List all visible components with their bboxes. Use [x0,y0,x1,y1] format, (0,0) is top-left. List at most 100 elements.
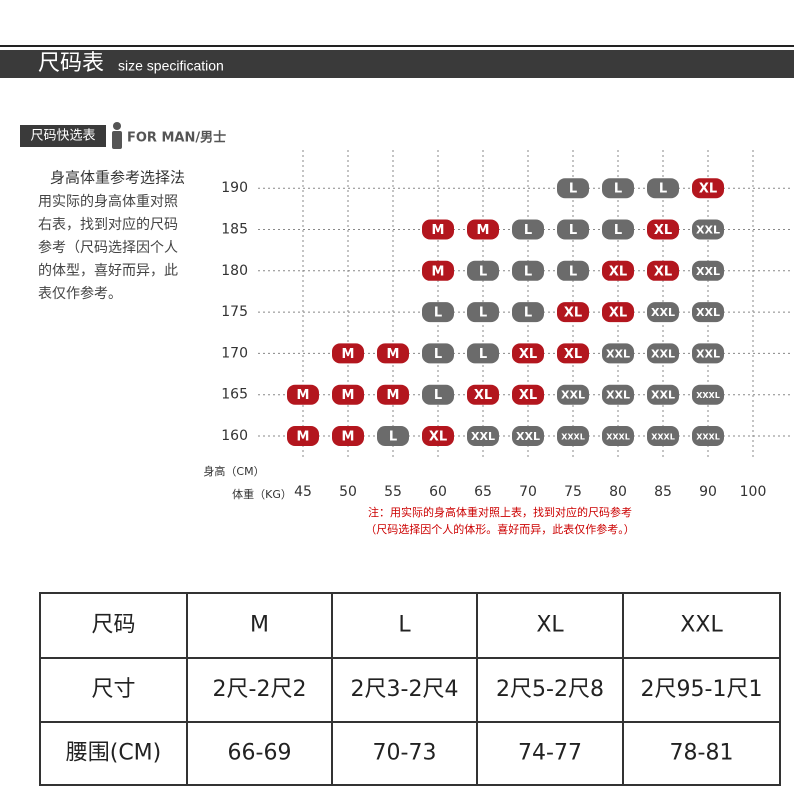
weight-label: 80 [609,484,627,500]
table-text: 70-73 [373,741,437,766]
table-text: XL [536,613,564,638]
size-badge [692,219,724,240]
size-badge-label: L [434,347,442,362]
height-label: 180 [221,263,248,279]
height-label: 170 [221,345,248,361]
size-badge-label: XXL [696,265,720,278]
size-badge [332,384,364,405]
grid: 45 50 55 60 65 70 75 80 85 90 100 190 L L L XL 185 M M L L L X… [221,150,790,500]
size-badge-label: L [524,264,532,279]
selector-line: 参考（尺码选择因个人 [38,239,178,256]
weight-label: 65 [474,484,492,500]
size-badge-label: XL [474,388,492,403]
size-badge [647,343,679,364]
size-badge [602,260,634,281]
size-badge-label: XL [429,430,447,445]
size-badge-label: M [297,388,310,403]
height-label: 185 [221,222,248,238]
size-badge-label: XXL [651,389,675,402]
size-badge [422,219,454,240]
size-badge-label: M [342,388,355,403]
size-badge [287,426,319,446]
size-badge [512,384,544,405]
selector-text: 用实际的身高体重对照右表，找到对应的尺码参考（尺码选择因个人的体型，喜好而异，此… [38,193,178,302]
size-badge-label: XXXL [696,391,720,400]
size-badge [467,260,499,281]
height-label: 165 [221,387,248,403]
size-badge [557,343,589,364]
size-badge [377,384,409,405]
size-badge [557,260,589,281]
size-badge [422,260,454,281]
size-badge [602,343,634,364]
selector-line: 表仅作参考。 [38,285,122,302]
size-badge-label: XL [519,388,537,403]
size-badge [512,260,544,281]
size-badge-label: XXXL [606,433,630,442]
size-badge [557,219,589,240]
size-badge [512,219,544,240]
table-text: 2尺3-2尺4 [351,677,459,702]
size-badge [692,178,724,199]
size-badge [602,219,634,240]
for-man: FOR MAN/男士 [127,130,226,146]
size-badge-label: XL [699,182,717,197]
weight-label: 90 [699,484,717,500]
weight-label: 100 [740,484,767,500]
size-badge [602,178,634,199]
size-badge [647,302,679,323]
size-badge-label: L [434,388,442,403]
note: 注：用实际的身高体重对照上表，找到对应的尺码参考 [368,505,632,519]
weight-label: 50 [339,484,357,500]
size-badge-label: L [389,430,397,445]
selector-line: 右表，找到对应的尺码 [38,216,178,233]
size-badge-label: L [659,182,667,197]
height-label: 160 [221,428,248,444]
size-badge-label: L [479,264,487,279]
size-badge-label: L [569,264,577,279]
height-label: 175 [221,304,248,320]
size-badge-label: XXL [516,430,540,443]
size-badge-label: L [479,306,487,321]
size-badge [467,219,499,240]
size-badge-label: L [614,182,622,197]
weight-label: 45 [294,484,312,500]
header-title: 尺码表 [38,51,104,76]
person-icon [112,122,122,149]
size-badge-label: L [569,182,577,197]
size-badge-label: XXXL [696,433,720,442]
size-badge [422,426,454,446]
size-badge-label: M [387,347,400,362]
size-badge [377,426,409,446]
height-label: 190 [221,180,248,196]
size-badge-label: XXL [696,347,720,360]
size-badge [557,384,589,405]
size-badge [647,384,679,405]
size-badge [557,426,589,446]
table-cell [622,721,781,786]
header-bar [0,50,794,78]
size-badge [647,260,679,281]
size-badge [287,384,319,405]
table-text: 74-77 [518,741,582,766]
size-badge-label: XXL [696,224,720,237]
weight-label: 55 [384,484,402,500]
size-table: 尺码 M L XL XXL 尺寸 2尺-2尺2 2尺3-2尺4 2尺5-2尺8 2尺95-1尺1 腰… [39,592,781,786]
size-badge-label: XL [609,306,627,321]
size-badge-label: XXL [651,347,675,360]
size-badge-label: L [614,223,622,238]
selector-line: 的体型，喜好而异，此 [38,263,178,279]
size-badge [467,343,499,364]
size-badge-label: M [387,388,400,403]
table-text: 2尺95-1尺1 [641,677,763,702]
size-badge [422,343,454,364]
weight-label: 60 [429,484,447,500]
size-badge-label: L [434,306,442,321]
size-badge [602,426,634,446]
header-subtitle: size specification [118,58,224,74]
size-badge-label: XXXL [651,433,675,442]
table-text: 2尺-2尺2 [213,677,307,702]
tag-box [20,125,106,147]
size-badge [692,343,724,364]
size-badge [512,302,544,323]
